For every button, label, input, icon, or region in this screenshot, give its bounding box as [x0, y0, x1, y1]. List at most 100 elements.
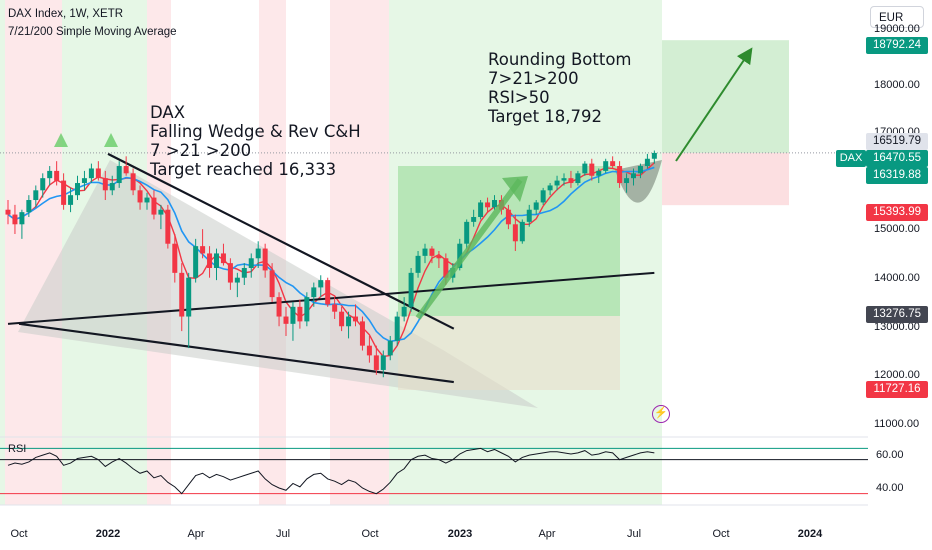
candle-body [339, 311, 345, 327]
rsi-level-label: 60.00 [876, 449, 904, 461]
candle-body [387, 340, 393, 356]
price-label: 14000.00 [874, 272, 920, 284]
time-label: Apr [538, 528, 556, 540]
candle-body [603, 161, 609, 171]
rsi-line [7, 447, 655, 495]
candle-body [471, 217, 477, 222]
candle-body [144, 197, 150, 203]
candle-body [290, 306, 296, 324]
candle-body [269, 270, 275, 298]
rally-box [398, 166, 620, 316]
candle-body [311, 287, 317, 298]
annotation-left-line: Target reached 16,333 [150, 160, 337, 179]
annotation-right: Rounding Bottom 7>21>200 RSI>50 Target 18,7… [488, 50, 632, 126]
candle-body [380, 355, 386, 370]
candle-body [533, 202, 539, 210]
candle-body [575, 173, 581, 184]
price-label: 12000.00 [874, 369, 920, 381]
candle-body [624, 178, 630, 184]
grid [0, 152, 868, 506]
lightning-icon[interactable]: ⚡ [652, 405, 670, 423]
candle-body [95, 168, 101, 179]
candle-body [589, 163, 595, 176]
time-label: Oct [10, 528, 28, 540]
stop-zone [662, 152, 789, 206]
wedge-upper-line [107, 152, 455, 330]
symbol-tag: DAX [836, 150, 866, 167]
wedge-lower-line [18, 322, 454, 384]
candle-body [401, 306, 407, 317]
drawing-shapes [18, 40, 789, 408]
candle-body [346, 316, 352, 327]
candle-body [33, 190, 39, 201]
price-label: 15000.00 [874, 223, 920, 235]
price-tag-last: 16470.55 [866, 150, 928, 167]
candle-body [75, 183, 80, 196]
annotation-right-line: Rounding Bottom [488, 50, 632, 69]
candle-body [116, 166, 122, 184]
candle-body [415, 255, 421, 273]
candle-body [582, 163, 588, 174]
candle-body [227, 263, 233, 283]
candle-body [102, 178, 108, 191]
candle-body [109, 183, 115, 191]
candle-body [325, 280, 331, 305]
annotation-right-line: 7>21>200 [488, 69, 579, 88]
price-label: 11000.00 [874, 418, 920, 430]
candle-body [512, 224, 518, 242]
price-tag-target: 18792.24 [866, 37, 928, 54]
target-arrow [675, 47, 753, 162]
price-tag-level: 13276.75 [866, 306, 928, 323]
candle-body [366, 345, 372, 356]
candle-body [61, 180, 67, 205]
moving-averages [7, 152, 655, 384]
candle-body [207, 253, 213, 268]
candle-body [200, 246, 206, 254]
candle-body [220, 253, 226, 264]
candles [5, 150, 657, 378]
price-tag-stop: 15393.99 [866, 204, 928, 221]
candle-body [492, 200, 497, 208]
price-tag-high: 16519.79 [866, 133, 928, 150]
candle-body [561, 178, 567, 181]
candle-body [172, 243, 178, 273]
rsi-title: RSI [8, 443, 27, 455]
price-label: 18000.00 [874, 79, 920, 91]
candle-body [318, 280, 324, 288]
bull-zone [0, 0, 5, 505]
candle-body [283, 316, 289, 324]
annotation-right-line: RSI>50 [488, 88, 550, 107]
signal-up-marker [54, 133, 68, 147]
candle-body [373, 355, 379, 370]
candle-body [158, 209, 164, 215]
candle-body [540, 190, 546, 203]
annotation-left-line: DAX [150, 103, 186, 122]
candle-body [19, 212, 25, 225]
candle-body [186, 277, 192, 317]
candle-body [88, 168, 94, 179]
candle-body [596, 170, 602, 176]
candle-body [526, 209, 532, 222]
candle-body [353, 316, 358, 322]
bear-zone [330, 0, 389, 505]
candle-body [248, 258, 254, 268]
candle-body [5, 209, 11, 215]
candle-body [123, 166, 129, 174]
price-label: 19000.00 [874, 23, 920, 35]
annotation-left: DAX Falling Wedge & Rev C&H 7 >21 >200 Targ… [150, 103, 361, 179]
sma200-line [7, 271, 655, 325]
rally-arrow-head [502, 176, 528, 202]
candle-body [151, 197, 157, 215]
candle-body [255, 248, 261, 259]
candle-body [436, 255, 442, 259]
candle-body [464, 221, 470, 244]
time-label: Oct [712, 528, 730, 540]
indicator-title: 7/21/200 Simple Moving Average [8, 26, 177, 38]
candle-body [443, 258, 449, 278]
annotation-left-line: 7 >21 >200 [150, 141, 252, 160]
chart-title: DAX Index, 1W, XETR [8, 8, 124, 20]
currency-button[interactable]: EUR [870, 6, 924, 28]
arrows [54, 47, 753, 320]
rsi-level-label: 40.00 [876, 482, 904, 494]
